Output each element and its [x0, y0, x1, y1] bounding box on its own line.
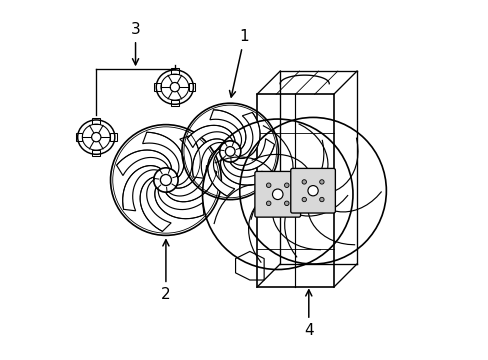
Polygon shape: [116, 150, 171, 176]
Circle shape: [307, 186, 318, 196]
Polygon shape: [187, 125, 235, 148]
Circle shape: [319, 180, 324, 184]
Circle shape: [91, 132, 101, 142]
Circle shape: [302, 197, 306, 202]
Polygon shape: [209, 110, 245, 149]
Polygon shape: [220, 158, 263, 185]
Circle shape: [266, 183, 270, 188]
Polygon shape: [142, 132, 183, 177]
Polygon shape: [239, 112, 260, 158]
Polygon shape: [192, 139, 225, 178]
Polygon shape: [207, 149, 234, 196]
FancyBboxPatch shape: [254, 171, 300, 217]
Text: 1: 1: [229, 29, 249, 97]
Polygon shape: [176, 135, 200, 188]
Text: 2: 2: [161, 240, 170, 302]
Circle shape: [170, 82, 179, 92]
FancyBboxPatch shape: [290, 168, 335, 213]
Text: 4: 4: [304, 290, 313, 338]
Circle shape: [284, 183, 288, 188]
Circle shape: [302, 180, 306, 184]
Polygon shape: [122, 166, 160, 211]
Circle shape: [266, 201, 270, 206]
Circle shape: [160, 175, 171, 185]
Circle shape: [272, 189, 283, 199]
Circle shape: [225, 147, 235, 156]
Polygon shape: [155, 188, 203, 219]
Polygon shape: [140, 177, 171, 231]
Circle shape: [284, 201, 288, 206]
Text: 3: 3: [130, 22, 140, 65]
Circle shape: [319, 197, 324, 202]
Polygon shape: [230, 139, 274, 170]
Polygon shape: [165, 165, 216, 202]
